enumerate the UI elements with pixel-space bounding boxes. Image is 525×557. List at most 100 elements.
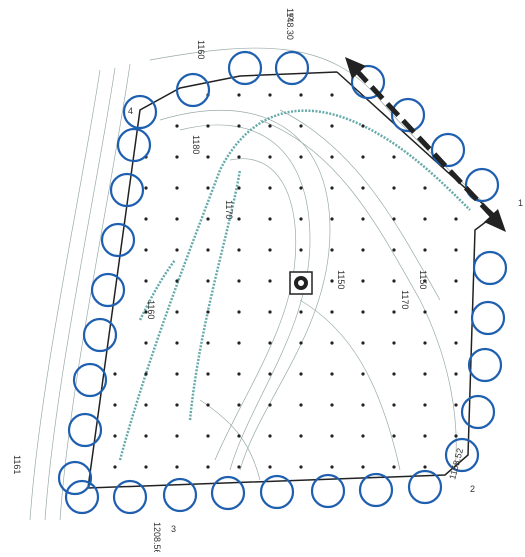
grid-point — [330, 310, 334, 314]
grid-point — [299, 434, 303, 438]
grid-point — [330, 93, 334, 97]
grid-point — [144, 217, 148, 221]
grid-point — [113, 434, 117, 438]
grid-point — [268, 403, 272, 407]
grid-point — [206, 279, 210, 283]
grid-point — [144, 248, 148, 252]
grid-point — [237, 403, 241, 407]
grid-point — [361, 155, 365, 159]
grid-point — [361, 310, 365, 314]
grid-point — [144, 186, 148, 190]
elevation-label: 1148.30 — [285, 8, 295, 40]
grid-point — [454, 310, 458, 314]
sample-circle — [72, 362, 108, 398]
grid-point — [268, 310, 272, 314]
grid-point — [361, 434, 365, 438]
grid-point — [237, 372, 241, 376]
grid-point — [113, 372, 117, 376]
grid-point — [268, 186, 272, 190]
grid-point — [361, 403, 365, 407]
grid-point — [237, 248, 241, 252]
grid-point — [175, 341, 179, 345]
grid-point — [423, 465, 427, 469]
grid-point — [392, 434, 396, 438]
grid-point — [423, 186, 427, 190]
grid-point — [237, 465, 241, 469]
grid-point — [454, 403, 458, 407]
grid-point — [268, 279, 272, 283]
grid-point — [423, 279, 427, 283]
grid-point — [330, 186, 334, 190]
grid-point — [175, 155, 179, 159]
grid-point — [237, 341, 241, 345]
grid-point — [330, 155, 334, 159]
grid-point — [237, 434, 241, 438]
center-icon — [289, 271, 313, 295]
grid-point — [237, 155, 241, 159]
grid-point — [206, 372, 210, 376]
grid-point — [175, 403, 179, 407]
grid-point — [144, 434, 148, 438]
elevation-label: 1160 — [146, 300, 156, 319]
sample-circle — [467, 347, 503, 383]
elevation-label: 1170 — [224, 200, 234, 219]
sample-circle — [464, 167, 500, 203]
sample-circle — [82, 317, 118, 353]
contours — [29, 47, 506, 521]
grid-point — [299, 186, 303, 190]
grid-point — [454, 279, 458, 283]
sample-circle — [472, 250, 508, 286]
grid-point — [330, 465, 334, 469]
grid-point — [175, 124, 179, 128]
grid-point — [361, 341, 365, 345]
sample-circles — [57, 50, 508, 515]
grid-point — [299, 155, 303, 159]
boundary — [87, 71, 497, 489]
grid-point — [175, 248, 179, 252]
grid-point — [361, 186, 365, 190]
grid-point — [237, 124, 241, 128]
grid-point — [423, 434, 427, 438]
grid-point — [144, 310, 148, 314]
sample-circle — [64, 479, 100, 515]
grid-point — [206, 341, 210, 345]
grid-point — [175, 372, 179, 376]
grid-point — [392, 217, 396, 221]
sample-circle — [390, 97, 426, 133]
grid-point — [361, 217, 365, 221]
grid-point — [268, 372, 272, 376]
grid-point — [268, 155, 272, 159]
grid-point — [330, 124, 334, 128]
grid-point — [423, 217, 427, 221]
corner-label: 3 — [171, 524, 176, 534]
corner-label: 5 — [289, 12, 294, 22]
grid-point — [361, 248, 365, 252]
grid-point — [237, 279, 241, 283]
grid-point — [454, 217, 458, 221]
grid-point — [299, 341, 303, 345]
grid-point — [237, 217, 241, 221]
grid-point — [330, 248, 334, 252]
grid-point — [361, 124, 365, 128]
sample-circle — [162, 477, 198, 513]
grid-point — [392, 310, 396, 314]
sample-circle — [175, 72, 211, 108]
grid-point — [144, 372, 148, 376]
grid-point — [268, 124, 272, 128]
sample-circle — [109, 172, 145, 208]
grid-point — [392, 403, 396, 407]
grid-point — [392, 465, 396, 469]
grid-point — [175, 434, 179, 438]
elevation-label: 1170 — [400, 290, 410, 309]
grid-point — [175, 465, 179, 469]
elevation-label: 1161 — [12, 455, 22, 474]
grid-point — [206, 186, 210, 190]
sample-circle — [90, 272, 126, 308]
sample-circle — [57, 460, 93, 496]
sample-circle — [430, 132, 466, 168]
grid-point — [423, 310, 427, 314]
grid-point — [330, 217, 334, 221]
grid-point — [237, 93, 241, 97]
grid-point — [454, 372, 458, 376]
